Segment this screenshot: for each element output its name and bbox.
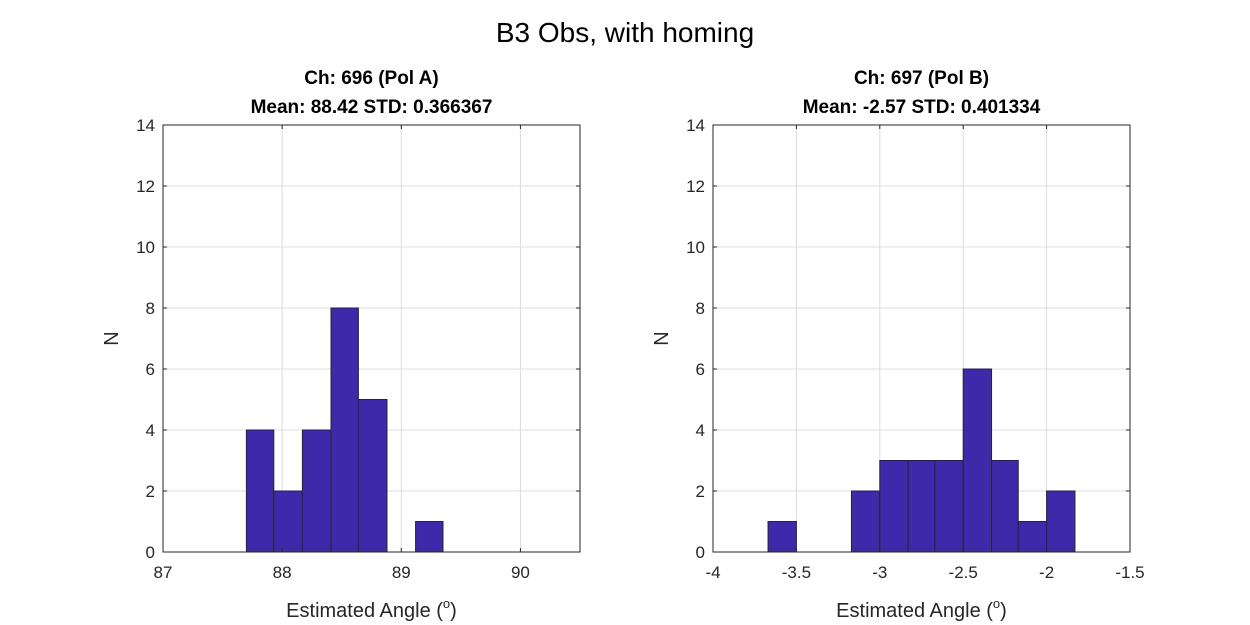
- y-tick-label: 14: [136, 116, 155, 135]
- left-histogram-panel: 87 88 89 90 0 2 4 6 8 10 12 14 Ch: 696 (Pol A) Mean: …: [101, 68, 581, 622]
- y-tick-label: 8: [146, 299, 155, 318]
- histogram-bar: [330, 307, 359, 553]
- x-tick-label: 88: [273, 563, 292, 582]
- histogram-bar: [245, 429, 275, 553]
- histogram-bar: [962, 368, 993, 553]
- figure-title: B3 Obs, with homing: [496, 17, 754, 48]
- x-tick-label: -3: [872, 563, 887, 582]
- y-tick-label: 12: [136, 177, 155, 196]
- axes-frame: [712, 124, 1131, 553]
- y-tick-label: 12: [686, 177, 705, 196]
- histogram-bar: [1017, 521, 1048, 553]
- histogram-bar: [850, 490, 881, 553]
- x-tick-label: -1.5: [1115, 563, 1144, 582]
- histogram-bar: [907, 460, 936, 553]
- x-tick-label: 90: [511, 563, 530, 582]
- y-tick-label: 10: [136, 238, 155, 257]
- histogram-bar: [415, 521, 444, 553]
- histogram-bar: [991, 460, 1019, 553]
- y-tick-label: 4: [146, 421, 155, 440]
- y-tick-label: 6: [696, 360, 705, 379]
- y-axis-label: N: [651, 331, 673, 345]
- x-axis-label: Estimated Angle (o): [286, 596, 457, 622]
- right-histogram-panel: -4 -3.5 -3 -2.5 -2 -1.5 0 2 4 6 8 10 12 14 Ch: 697 (Po…: [651, 68, 1145, 622]
- histogram-bar: [301, 429, 332, 553]
- y-tick-label: 10: [686, 238, 705, 257]
- y-tick-label: 4: [696, 421, 705, 440]
- panel-title-line: Mean: 88.42 STD: 0.366367: [251, 97, 493, 118]
- x-axis-label: Estimated Angle (o): [836, 596, 1007, 622]
- panel-title-line: Ch: 696 (Pol A): [304, 68, 438, 89]
- histogram-bar: [273, 490, 303, 553]
- y-tick-label: 14: [686, 116, 705, 135]
- x-tick-label: -2: [1039, 563, 1054, 582]
- x-tick-label: -3.5: [782, 563, 811, 582]
- y-tick-label: 0: [146, 543, 155, 562]
- histogram-bar: [357, 399, 388, 553]
- panel-title-line: Ch: 697 (Pol B): [854, 68, 989, 89]
- x-tick-label: -2.5: [949, 563, 978, 582]
- panel-title-line: Mean: -2.57 STD: 0.401334: [803, 97, 1041, 118]
- x-tick-label: -4: [705, 563, 720, 582]
- histogram-bar: [934, 460, 964, 553]
- axes-frame: [162, 124, 581, 553]
- y-tick-label: 0: [696, 543, 705, 562]
- y-tick-label: 2: [146, 482, 155, 501]
- y-axis-label: N: [101, 331, 123, 345]
- histogram-bar: [767, 521, 797, 553]
- histogram-bar: [879, 460, 909, 553]
- y-tick-label: 8: [696, 299, 705, 318]
- y-tick-label: 6: [146, 360, 155, 379]
- histogram-bar: [1046, 490, 1076, 553]
- x-tick-label: 87: [154, 563, 173, 582]
- x-tick-label: 89: [392, 563, 411, 582]
- y-tick-label: 2: [696, 482, 705, 501]
